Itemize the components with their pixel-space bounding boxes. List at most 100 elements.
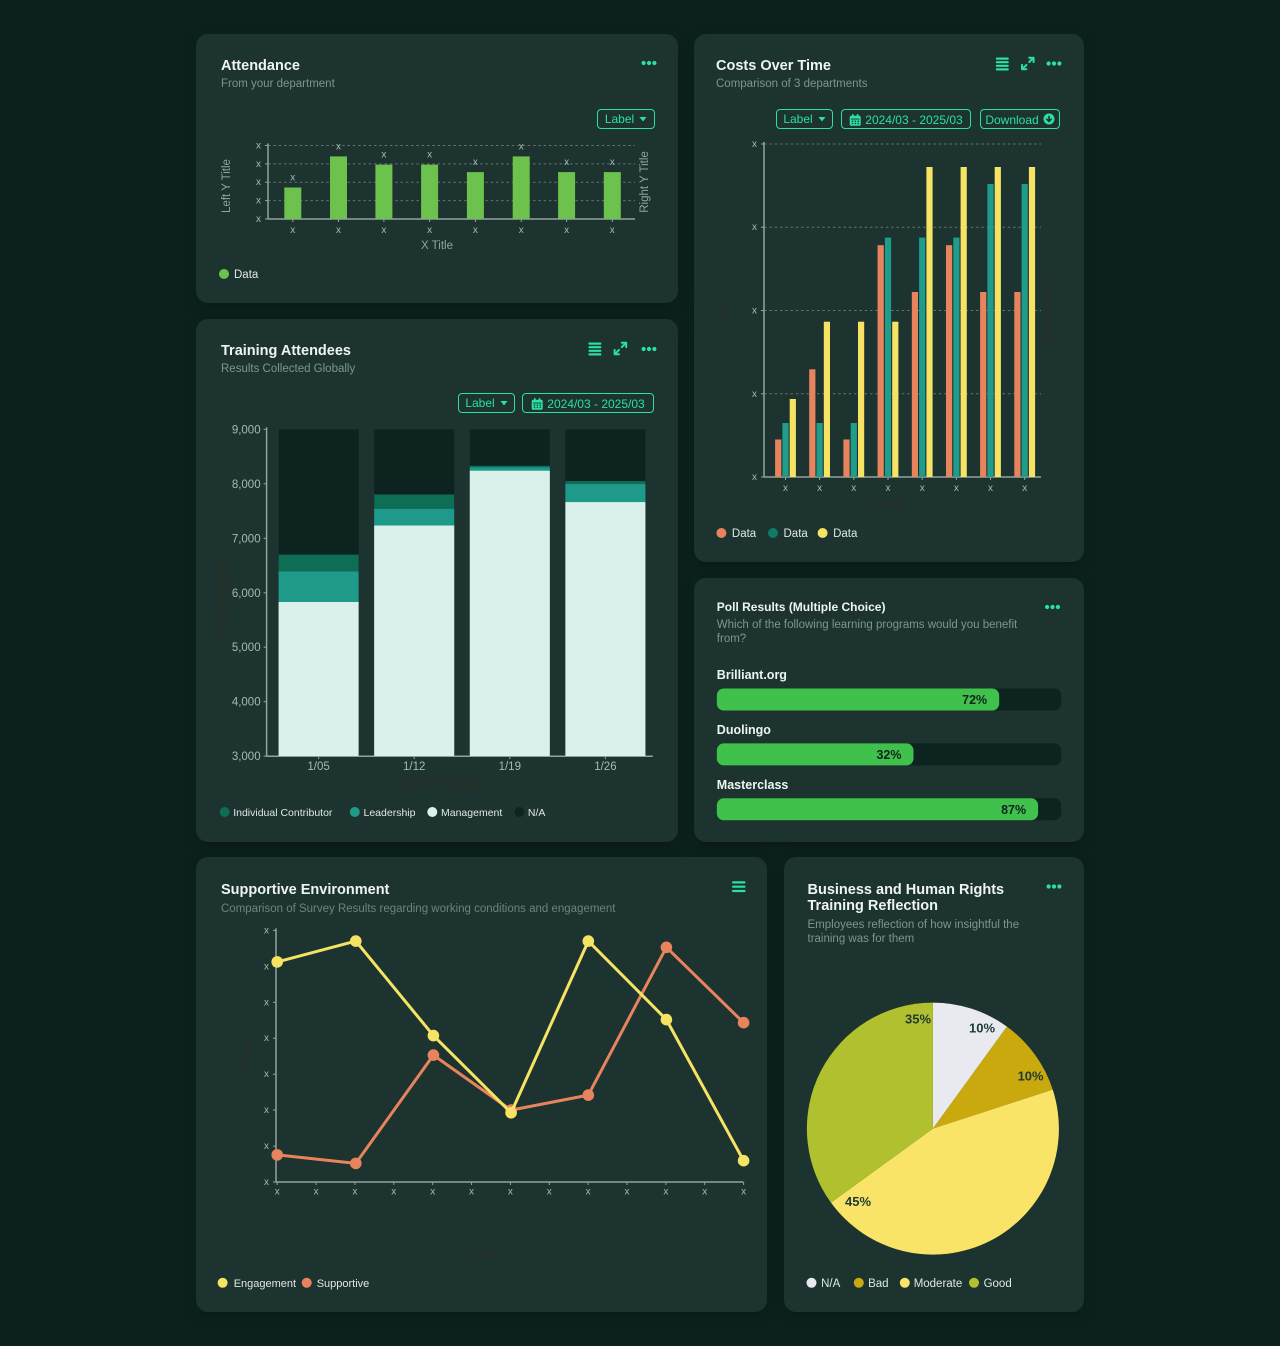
svg-text:x: x (954, 483, 959, 494)
svg-text:x: x (473, 225, 478, 236)
svg-text:Data: Data (833, 528, 858, 540)
svg-text:Individual Contributor: Individual Contributor (233, 807, 333, 819)
svg-text:x: x (752, 389, 757, 400)
svg-text:x: x (1022, 483, 1027, 494)
svg-text:Total Attendees: Total Attendees (218, 553, 230, 638)
svg-text:x: x (264, 1033, 269, 1044)
svg-text:x: x (391, 1187, 396, 1198)
svg-text:x: x (920, 483, 925, 494)
svg-text:x: x (752, 472, 757, 483)
svg-text:x: x (988, 483, 993, 494)
svg-text:Brilliant.org: Brilliant.org (717, 668, 787, 682)
svg-text:x: x (290, 225, 295, 236)
svg-text:x: x (702, 1187, 707, 1198)
svg-text:32%: 32% (876, 748, 901, 762)
svg-text:x: x (264, 925, 269, 936)
svg-text:N/A: N/A (528, 807, 546, 819)
svg-text:x: x (752, 222, 757, 233)
svg-text:x: x (547, 1187, 552, 1198)
svg-text:Bad: Bad (868, 1278, 888, 1290)
svg-text:Data: Data (234, 269, 259, 281)
svg-text:X Title: X Title (871, 499, 905, 511)
svg-text:x: x (264, 1069, 269, 1080)
svg-text:Left Y Title: Left Y Title (221, 159, 233, 213)
svg-text:Data: Data (784, 528, 809, 540)
svg-text:x: x (336, 225, 341, 236)
svg-text:x: x (264, 1177, 269, 1188)
svg-text:x: x (752, 139, 757, 150)
svg-text:Good: Good (984, 1278, 1012, 1290)
svg-text:Leadership: Leadership (364, 807, 416, 819)
svg-text:x: x (473, 157, 478, 168)
svg-text:x: x (256, 196, 261, 207)
svg-text:Costs: Costs (715, 294, 727, 326)
svg-text:Right Y Title: Right Y Title (1044, 277, 1056, 343)
svg-text:x: x (256, 177, 261, 188)
svg-text:1/19: 1/19 (499, 761, 521, 773)
svg-text:x: x (264, 997, 269, 1008)
svg-text:x: x (752, 306, 757, 317)
svg-text:N/A: N/A (821, 1278, 841, 1290)
svg-text:x: x (381, 225, 386, 236)
svg-text:Y Title: Y Title (241, 1041, 253, 1075)
svg-text:1/26: 1/26 (594, 761, 616, 773)
svg-text:x: x (352, 1187, 357, 1198)
svg-text:X Title: X Title (466, 1249, 500, 1261)
svg-text:x: x (610, 157, 615, 168)
svg-text:x: x (519, 141, 524, 152)
svg-text:x: x (783, 483, 788, 494)
svg-text:x: x (851, 483, 856, 494)
svg-text:x: x (663, 1187, 668, 1198)
svg-text:x: x (741, 1187, 746, 1198)
svg-text:x: x (430, 1187, 435, 1198)
svg-text:X Title: X Title (421, 240, 453, 252)
svg-text:x: x (264, 961, 269, 972)
svg-text:35%: 35% (905, 1012, 931, 1027)
svg-text:9,000: 9,000 (232, 424, 261, 436)
svg-text:3,000: 3,000 (232, 751, 261, 763)
svg-text:10%: 10% (969, 1021, 995, 1036)
svg-text:x: x (275, 1187, 280, 1198)
svg-text:x: x (314, 1187, 319, 1198)
svg-text:x: x (469, 1187, 474, 1198)
svg-text:x: x (427, 225, 432, 236)
svg-text:Supportive: Supportive (317, 1278, 370, 1290)
svg-text:x: x (256, 141, 261, 152)
svg-text:Date of Training: Date of Training (393, 779, 480, 791)
svg-text:Management: Management (441, 807, 502, 819)
svg-text:6,000: 6,000 (232, 588, 261, 600)
svg-text:x: x (886, 483, 891, 494)
svg-text:7,000: 7,000 (232, 533, 261, 545)
svg-text:1/05: 1/05 (307, 761, 329, 773)
svg-text:x: x (290, 173, 295, 184)
svg-text:x: x (264, 1141, 269, 1152)
svg-text:x: x (256, 159, 261, 170)
svg-text:Right Y Title: Right Y Title (639, 151, 651, 213)
svg-text:45%: 45% (845, 1194, 871, 1209)
svg-text:72%: 72% (962, 693, 987, 707)
svg-text:x: x (610, 225, 615, 236)
svg-text:10%: 10% (1018, 1069, 1044, 1084)
svg-text:x: x (381, 150, 386, 161)
svg-text:x: x (625, 1187, 630, 1198)
svg-text:x: x (564, 157, 569, 168)
svg-text:87%: 87% (1001, 803, 1026, 817)
svg-text:Data: Data (732, 528, 757, 540)
svg-text:Duolingo: Duolingo (717, 723, 772, 737)
svg-text:Masterclass: Masterclass (717, 778, 789, 792)
svg-text:8,000: 8,000 (232, 479, 261, 491)
svg-text:Moderate: Moderate (914, 1278, 963, 1290)
svg-text:x: x (427, 150, 432, 161)
svg-text:x: x (336, 141, 341, 152)
svg-text:1/12: 1/12 (403, 761, 425, 773)
svg-text:x: x (586, 1187, 591, 1198)
svg-text:x: x (508, 1187, 513, 1198)
svg-text:x: x (519, 225, 524, 236)
svg-text:5,000: 5,000 (232, 642, 261, 654)
svg-text:x: x (564, 225, 569, 236)
svg-text:x: x (817, 483, 822, 494)
svg-text:Engagement: Engagement (234, 1278, 296, 1290)
svg-text:x: x (264, 1105, 269, 1116)
svg-text:x: x (256, 214, 261, 225)
svg-text:4,000: 4,000 (232, 697, 261, 709)
